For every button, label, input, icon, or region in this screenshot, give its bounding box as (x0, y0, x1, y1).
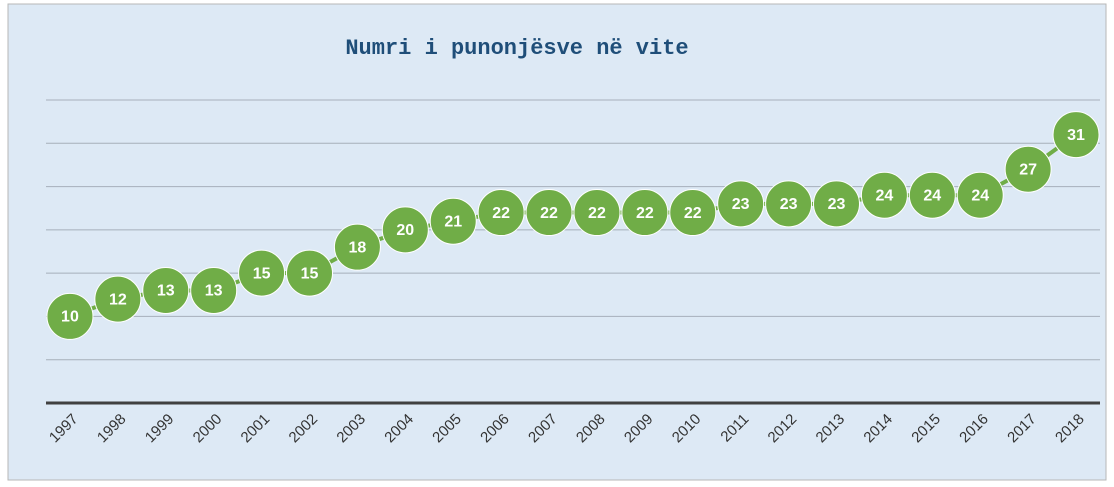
data-label: 22 (636, 205, 654, 222)
data-label: 18 (349, 239, 367, 256)
marker (333, 223, 381, 271)
marker (381, 206, 429, 254)
data-label: 21 (444, 213, 462, 230)
data-label: 24 (876, 187, 894, 204)
marker (813, 180, 860, 228)
marker (286, 249, 333, 297)
data-label: 23 (780, 196, 798, 213)
data-label: 10 (61, 309, 79, 326)
data-label: 15 (301, 265, 319, 282)
marker (573, 189, 621, 237)
data-label: 23 (828, 196, 846, 213)
data-label: 20 (396, 222, 414, 239)
marker (621, 189, 669, 237)
marker (860, 171, 908, 219)
data-label: 22 (492, 205, 510, 222)
marker (94, 275, 142, 323)
data-label: 12 (109, 291, 127, 308)
marker (717, 180, 765, 228)
data-label: 24 (923, 187, 941, 204)
marker (477, 189, 525, 237)
marker (956, 171, 1004, 219)
data-label: 24 (971, 187, 989, 204)
chart-title: Numri i punonjësve në vite (345, 36, 688, 61)
data-label: 22 (684, 205, 702, 222)
marker (1052, 111, 1100, 159)
data-label: 15 (253, 265, 271, 282)
marker (190, 266, 238, 314)
line (69, 133, 1078, 319)
data-label: 23 (732, 196, 750, 213)
marker (525, 189, 573, 237)
marker (669, 189, 717, 237)
marker (1004, 145, 1052, 193)
marker (238, 249, 286, 297)
data-label: 31 (1067, 127, 1085, 144)
data-label: 13 (157, 283, 175, 300)
marker (46, 292, 94, 340)
chart-background (7, 3, 1107, 481)
marker (429, 197, 477, 245)
data-label: 22 (588, 205, 606, 222)
data-label: 27 (1019, 161, 1037, 178)
marker (765, 180, 813, 228)
marker (908, 171, 956, 219)
data-label: 22 (540, 205, 558, 222)
marker (142, 266, 190, 314)
data-label: 13 (205, 283, 223, 300)
